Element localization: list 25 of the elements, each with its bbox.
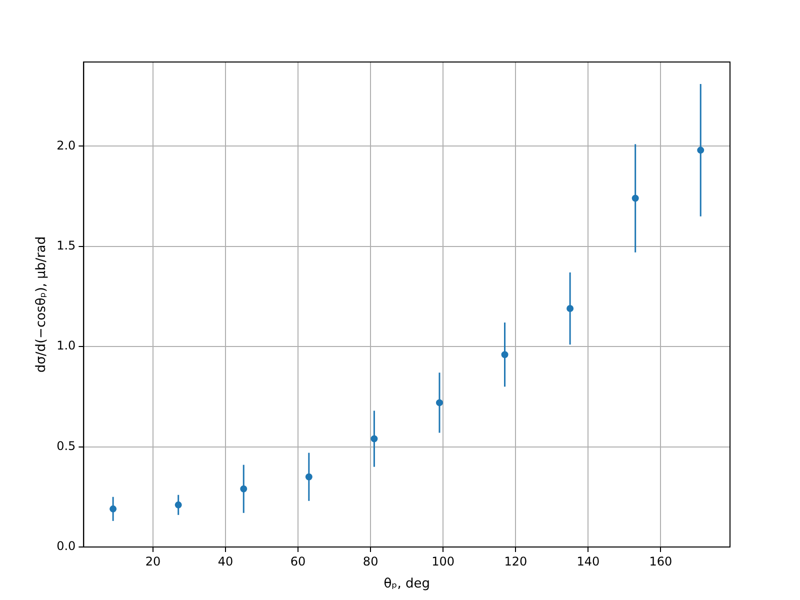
- x-tick-label: 140: [576, 554, 600, 568]
- point: [174, 501, 182, 508]
- y-tick-label: 2.0: [56, 138, 76, 152]
- point: [632, 194, 639, 202]
- point: [110, 505, 117, 512]
- x-tick-label: 80: [362, 554, 378, 568]
- point: [566, 305, 574, 312]
- x-tick-label: 100: [432, 554, 455, 568]
- y-tick-label: 0.0: [56, 539, 76, 554]
- point: [370, 435, 378, 442]
- y-tick-label: 1.0: [56, 338, 76, 353]
- y-tick-label: 1.5: [56, 238, 76, 253]
- x-tick-label: 40: [218, 554, 234, 568]
- x-tick-label: 60: [290, 554, 306, 568]
- point: [501, 351, 508, 358]
- y-tick-label: 0.5: [56, 438, 76, 453]
- x-axis-title: θₚ, deg: [384, 576, 430, 592]
- y-axis-title: dσ/d(−cosθₚ), μb/rad: [34, 236, 50, 373]
- x-tick-label: 120: [504, 554, 528, 568]
- point: [240, 485, 248, 492]
- point: [305, 473, 312, 480]
- point: [436, 399, 443, 406]
- x-tick-label: 160: [649, 554, 672, 568]
- x-tick-label: 20: [145, 554, 161, 568]
- point: [697, 146, 704, 154]
